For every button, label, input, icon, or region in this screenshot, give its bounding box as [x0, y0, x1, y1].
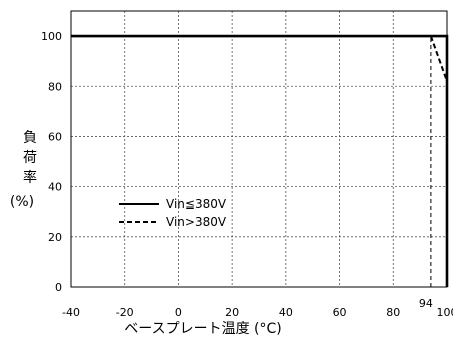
x-axis-title: ベースプレート温度 (°C)	[124, 321, 281, 337]
y-axis-title-part: 負	[23, 130, 37, 146]
y-axis-title: 負荷率 (%)	[10, 130, 37, 210]
legend-label: Vin≦380V	[166, 197, 227, 211]
x-tick-label: 40	[279, 306, 293, 319]
series-line-0	[71, 34, 449, 287]
x-tick-label: 0	[175, 306, 182, 319]
y-tick-label: 40	[48, 181, 62, 194]
x-annotation-label: 94	[419, 297, 433, 310]
plot-frame	[70, 10, 448, 288]
y-tick-label: 0	[55, 281, 62, 294]
y-tick-label: 100	[41, 30, 62, 43]
x-tick-label: 80	[386, 306, 400, 319]
x-tick-label: -20	[116, 306, 134, 319]
y-axis-title-part: 荷	[23, 150, 37, 166]
x-tick-label: 60	[333, 306, 347, 319]
y-axis-title-part: 率	[23, 169, 37, 186]
x-annotations: 94	[419, 297, 433, 310]
x-tick-label: -40	[62, 306, 80, 319]
series-line-1	[429, 35, 448, 82]
y-tick-label: 80	[48, 80, 62, 93]
y-tick-label: 20	[48, 231, 62, 244]
legend-label: Vin>380V	[166, 215, 227, 229]
series-layer	[71, 34, 449, 287]
grid-lines	[71, 10, 448, 287]
y-axis-title-part: (%)	[10, 194, 34, 210]
legend: Vin≦380V Vin>380V	[119, 197, 227, 229]
y-tick-label: 60	[48, 130, 62, 143]
y-tick-labels: 0 20 40 60 80 100	[41, 30, 62, 294]
x-tick-label: 20	[225, 306, 239, 319]
x-tick-label: 100	[437, 306, 453, 319]
x-tick-labels: -40 -20 0 20 40 60 80 100	[62, 306, 453, 319]
